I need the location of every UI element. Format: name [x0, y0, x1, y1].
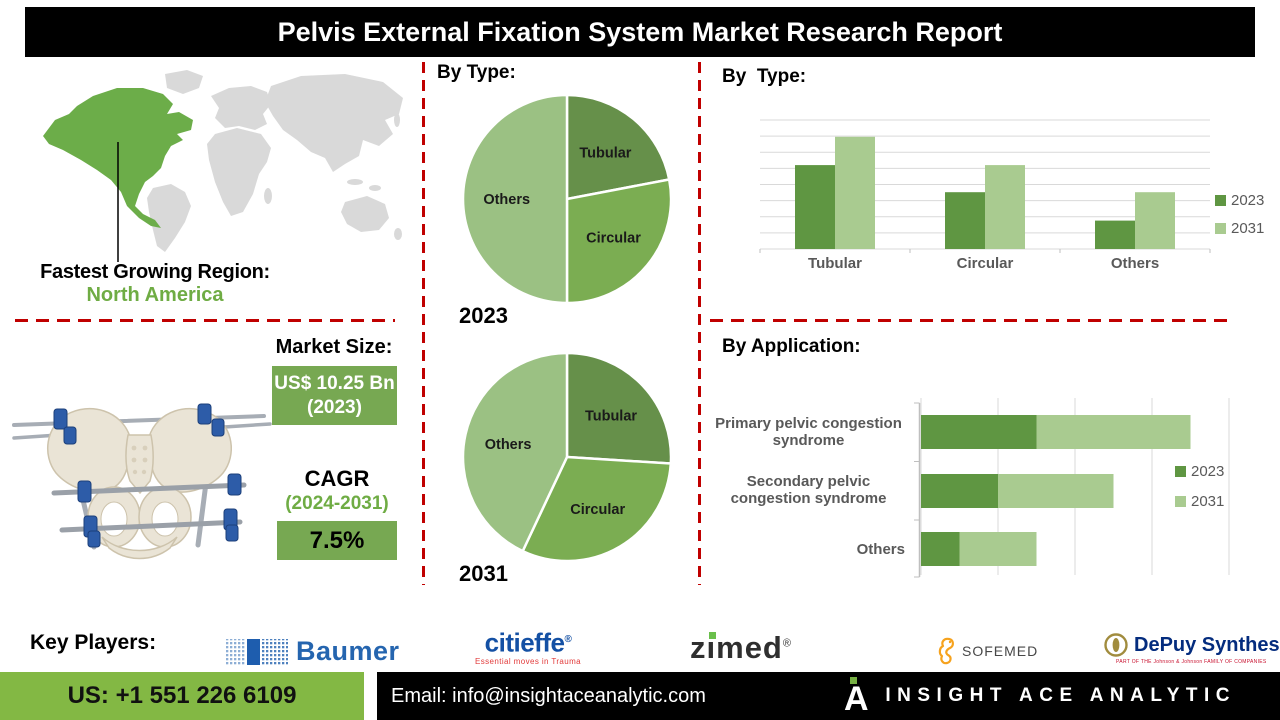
zimed-green-dot-icon: [708, 632, 716, 639]
baumer-pixel-icon: [226, 638, 288, 665]
divider-vertical-1: [422, 62, 425, 585]
application-bar-chart: 2023 2031: [914, 398, 1230, 578]
svg-text:Tubular: Tubular: [808, 255, 862, 272]
world-map: [43, 70, 403, 262]
svg-text:2031: 2031: [1231, 220, 1264, 237]
zimed-wordmark: zı med®: [690, 630, 792, 665]
cagr-value: 7.5%: [309, 526, 365, 554]
map-continents: [147, 70, 403, 252]
pie-chart-2031: Tubular Circular Others: [461, 351, 673, 563]
application-category-label: Secondary pelvic congestion syndrome: [712, 464, 905, 516]
footer-bar: Email: info@insightaceanalytic.com A INS…: [377, 672, 1280, 720]
logo-zimed: zı med®: [690, 630, 792, 666]
market-size-value-box: US$ 10.25 Bn (2023): [272, 366, 397, 425]
pelvis-fixator-image: [12, 403, 272, 560]
pie-2023-year-label: 2023: [459, 303, 508, 328]
market-size-label: Market Size:: [275, 336, 393, 358]
pie-section-header: By Type:: [437, 62, 516, 83]
application-category-secondary: Secondary pelvic congestion syndrome: [730, 473, 887, 507]
application-category-label: Primary pelvic congestion syndrome: [712, 406, 905, 458]
baumer-wordmark: Baumer: [296, 636, 400, 666]
market-size-value: US$ 10.25 Bn: [274, 372, 395, 394]
phone-banner: US: +1 551 226 6109: [0, 672, 364, 720]
depuy-circle-icon: [1104, 633, 1128, 657]
sofemed-wordmark: SOFEMED: [962, 643, 1039, 659]
svg-text:Tubular: Tubular: [579, 146, 631, 162]
svg-text:Circular: Circular: [957, 255, 1014, 272]
svg-text:Others: Others: [485, 437, 532, 453]
svg-text:Circular: Circular: [586, 230, 641, 246]
depuy-wordmark: DePuy Synthes: [1134, 633, 1280, 656]
logo-citieffe: citieffe® Essential moves in Trauma: [466, 627, 590, 666]
citieffe-wordmark: citieffe®: [484, 627, 572, 658]
divider-right-horizontal: [710, 319, 1235, 322]
sacral-foramina: [131, 445, 148, 475]
svg-text:Tubular: Tubular: [585, 409, 637, 425]
svg-text:A: A: [844, 680, 869, 715]
logo-depuy-synthes: DePuy Synthes PART OF THE Johnson & John…: [1103, 632, 1280, 665]
page-title: Pelvis External Fixation System Market R…: [25, 7, 1255, 57]
pie-2031-year-label: 2031: [459, 561, 508, 586]
pie-chart-2023: Tubular Circular Others: [461, 93, 673, 305]
brand-name: INSIGHT ACE ANALYTIC: [885, 685, 1236, 706]
cagr-label: CAGR: [304, 466, 370, 491]
insightace-logo-icon: A: [844, 677, 869, 715]
fastest-growing-region: Fastest Growing Region: North America: [20, 261, 290, 307]
fixator-clamps: [53, 403, 242, 548]
divider-left-horizontal: [15, 319, 395, 322]
application-category-label: Others: [712, 523, 905, 575]
svg-text:2031: 2031: [1191, 493, 1224, 510]
market-size-year: (2023): [307, 396, 362, 418]
application-category-others: Others: [856, 540, 905, 558]
phone-number: US: +1 551 226 6109: [67, 682, 297, 709]
key-players-label: Key Players:: [30, 631, 157, 654]
logo-baumer: Baumer: [226, 636, 400, 667]
svg-text:2023: 2023: [1191, 463, 1224, 480]
logo-sofemed: SOFEMED: [936, 636, 1038, 666]
type-bar-chart: Tubular Circular Others 2023 2031: [759, 119, 1264, 272]
svg-text:Circular: Circular: [570, 502, 625, 518]
divider-vertical-2: [698, 62, 701, 585]
bar-section-header: By Type:: [722, 66, 807, 87]
email-address: Email: info@insightaceanalytic.com: [391, 684, 706, 707]
brand-block: A INSIGHT ACE ANALYTIC: [843, 677, 1236, 715]
registered-mark: ®: [564, 634, 572, 645]
cagr-period: (2024-2031): [285, 493, 389, 514]
fastest-growing-region-label: Fastest Growing Region:: [40, 261, 270, 283]
fastest-growing-region-value: North America: [86, 284, 224, 306]
svg-text:2023: 2023: [1231, 192, 1264, 209]
citieffe-tagline: Essential moves in Trauma: [474, 656, 582, 666]
seahorse-icon: [938, 637, 954, 665]
registered-mark: ®: [782, 637, 792, 650]
depuy-tagline: PART OF THE Johnson & Johnson FAMILY OF …: [1116, 659, 1267, 665]
application-section-header: By Application:: [722, 336, 861, 357]
svg-text:Others: Others: [1111, 255, 1159, 272]
cagr-value-box: 7.5%: [277, 521, 397, 560]
svg-text:Others: Others: [483, 192, 530, 208]
application-category-primary: Primary pelvic congestion syndrome: [715, 415, 902, 449]
